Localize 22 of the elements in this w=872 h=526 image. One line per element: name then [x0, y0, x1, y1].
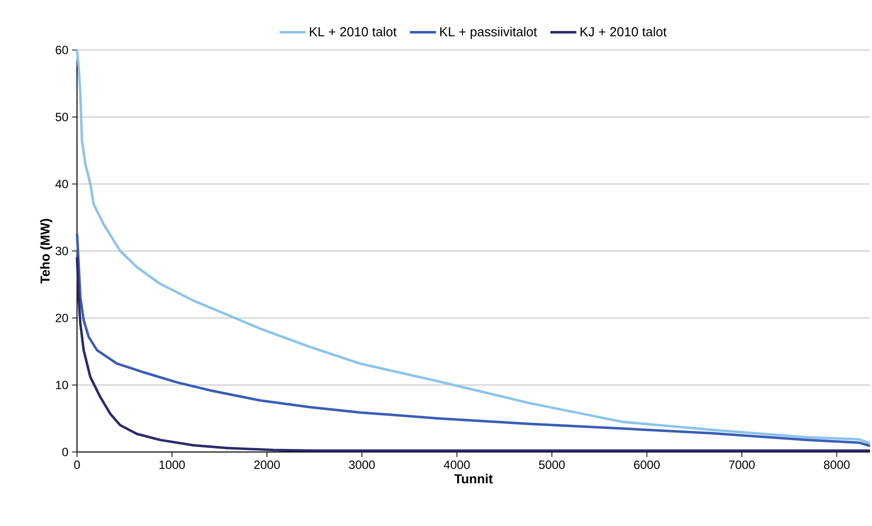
legend-label: KL + passiivitalot — [440, 26, 537, 39]
x-tick-label: 7000 — [729, 460, 755, 470]
y-tick-label: 20 — [56, 314, 68, 322]
y-tick-label: 50 — [56, 112, 68, 122]
legend-label: KJ + 2010 talot — [580, 26, 667, 36]
y-tick-label: 60 — [56, 46, 68, 54]
x-tick-label: 0 — [74, 460, 80, 470]
x-tick-label: 1000 — [160, 460, 185, 470]
x-tick-label: 5000 — [539, 460, 565, 470]
legend-label: KL + 2010 talot — [310, 26, 397, 36]
x-tick-label: 4000 — [444, 460, 470, 470]
x-tick-label: 8000 — [824, 460, 850, 470]
x-tick-label: 3000 — [349, 460, 375, 470]
y-tick-label: 10 — [56, 380, 68, 390]
y-tick-label: 40 — [55, 180, 68, 188]
x-axis-title: Tunnit — [454, 474, 493, 484]
y-tick-label: 30 — [56, 246, 68, 256]
y-axis-title: Teho (MW) — [40, 218, 52, 284]
x-tick-label: 6000 — [634, 460, 660, 470]
y-tick-label: 0 — [62, 448, 68, 456]
line-series — [76, 48, 872, 445]
x-tick-label: 2000 — [254, 460, 280, 470]
